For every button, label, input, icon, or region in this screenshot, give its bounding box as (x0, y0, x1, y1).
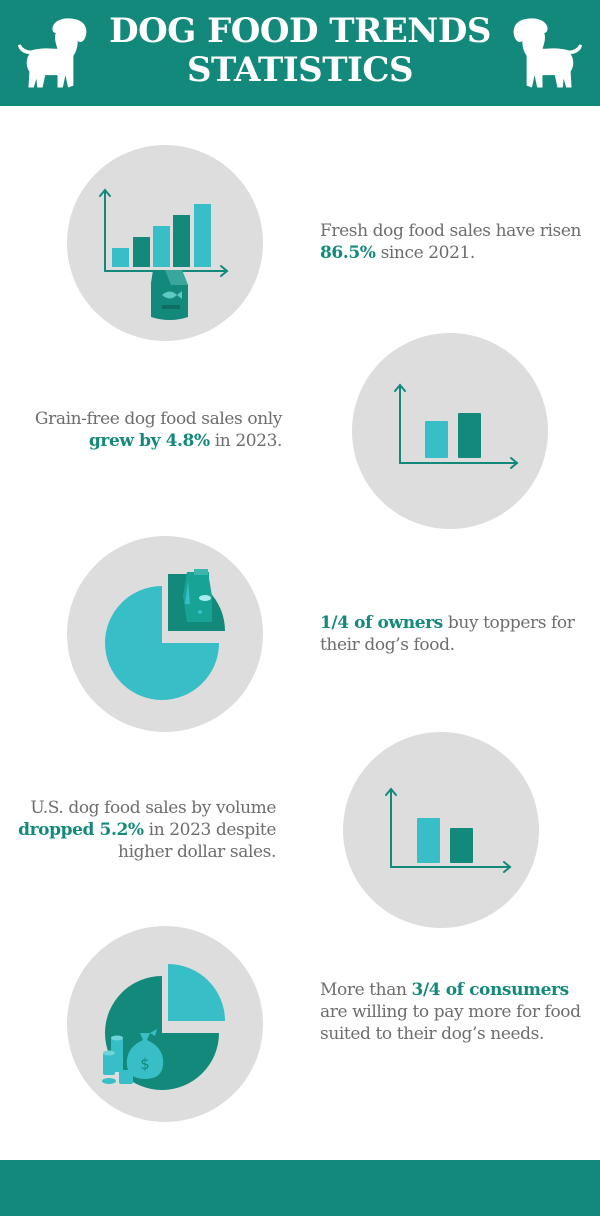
stat-2-pre: Grain-free dog food sales only (34, 409, 282, 429)
stat-2-post: in 2023. (209, 431, 283, 451)
stat-3-icon-circle (67, 536, 263, 732)
title-line-2: STATISTICS (186, 50, 414, 90)
stat-3-text: 1/4 of owners buy toppers for their dog’… (320, 612, 590, 656)
header-banner: DOG FOOD TRENDS STATISTICS (0, 0, 600, 106)
stat-5-text: More than 3/4 of consumers are willing t… (320, 979, 590, 1045)
stat-1-highlight: 86.5% (320, 243, 376, 263)
stat-1-post: since 2021. (375, 243, 476, 263)
two-bar-chart-decrease-icon (385, 787, 512, 873)
stat-2-highlight: grew by 4.8% (88, 431, 210, 451)
two-bar-chart-increase-icon (394, 383, 519, 469)
dog-silhouette-icon (513, 18, 583, 88)
stat-1-text: Fresh dog food sales have risen 86.5% si… (320, 220, 590, 264)
stat-3-highlight: 1/4 of owners (320, 613, 443, 633)
dog-silhouette-icon (17, 18, 87, 88)
stat-2-text: Grain-free dog food sales only grew by 4… (20, 408, 282, 452)
stat-4-icon-circle (343, 732, 539, 928)
stat-4-pre: U.S. dog food sales by volume (30, 798, 276, 818)
pie-chart-three-quarters-money-bag-icon: $ (102, 964, 225, 1090)
pie-chart-quarter-food-bag-icon (105, 569, 225, 700)
rising-bar-chart-with-food-bag-icon (99, 188, 229, 320)
stat-5-icon-circle: $ (67, 926, 263, 1122)
title-line-1: DOG FOOD TRENDS (109, 11, 491, 51)
stat-3-post: buy toppers for their dog’s food. (320, 613, 575, 655)
footer-banner (0, 1160, 600, 1216)
stat-4-text: U.S. dog food sales by volume dropped 5.… (10, 797, 276, 863)
stat-1-pre: Fresh dog food sales have risen (320, 221, 582, 241)
stat-5-pre: More than (320, 980, 412, 1000)
stat-4-post: in 2023 despite higher dollar sales. (118, 820, 276, 862)
page-title: DOG FOOD TRENDS STATISTICS (100, 12, 500, 90)
stat-2-icon-circle (352, 333, 548, 529)
svg-text:$: $ (140, 1055, 150, 1073)
stat-5-highlight: 3/4 of consumers (411, 980, 570, 1000)
stat-5-post: are willing to pay more for food suited … (320, 1002, 581, 1044)
stat-1-icon-circle (67, 145, 263, 341)
stat-4-highlight: dropped 5.2% (18, 820, 144, 840)
